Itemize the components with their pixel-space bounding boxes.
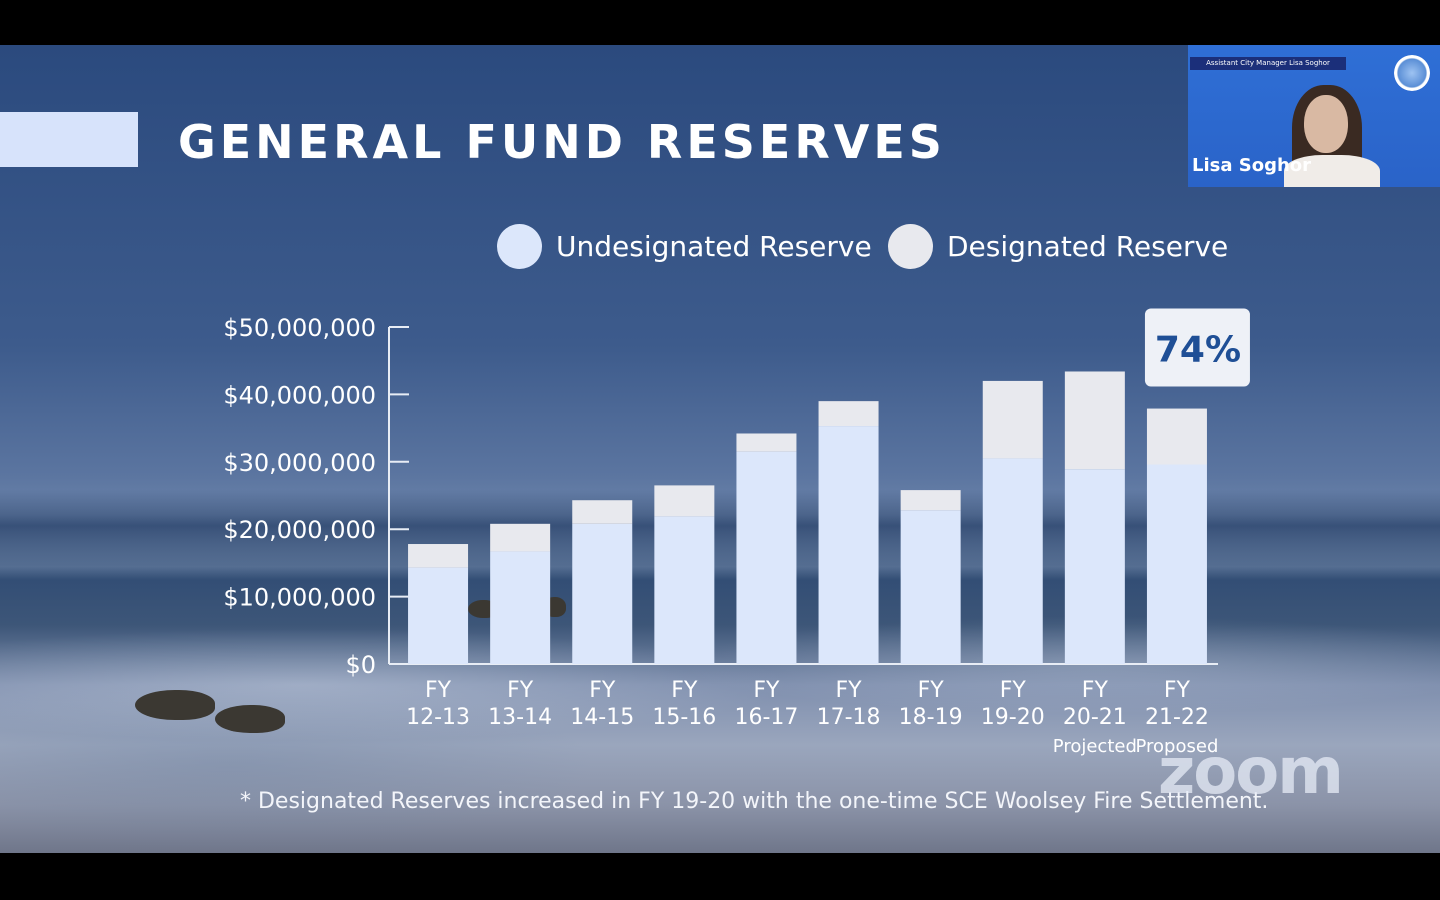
- footnote: * Designated Reserves increased in FY 19…: [240, 789, 1269, 814]
- bar-designated: [654, 485, 715, 517]
- x-tick-label: FY: [507, 678, 534, 703]
- x-tick-label: FY: [1000, 678, 1027, 703]
- x-tick-label: 16-17: [734, 705, 798, 730]
- speaker-video-tile[interactable]: Assistant City Manager Lisa Soghor Lisa …: [1188, 45, 1440, 187]
- x-tick-label: FY: [753, 678, 780, 703]
- speaker-body: [1284, 155, 1380, 187]
- x-tick-label: 18-19: [899, 705, 963, 730]
- y-tick-label: $40,000,000: [223, 381, 376, 409]
- x-tick-label: FY: [1082, 678, 1109, 703]
- x-tick-label: 19-20: [981, 705, 1045, 730]
- x-tick-label: 21-22: [1145, 705, 1209, 730]
- legend-swatch-undesignated: [497, 224, 542, 269]
- speaker-name: Lisa Soghor: [1192, 155, 1312, 176]
- x-tick-label: FY: [425, 678, 452, 703]
- bar-designated: [408, 544, 469, 568]
- y-tick-label: $10,000,000: [223, 584, 376, 612]
- x-category-note: Proposed: [1136, 736, 1219, 757]
- bar-undesignated: [1146, 464, 1207, 664]
- y-tick-label: $20,000,000: [223, 516, 376, 544]
- rock: [135, 690, 215, 720]
- city-seal-icon: [1394, 55, 1430, 91]
- legend-label-designated: Designated Reserve: [947, 230, 1229, 263]
- bar-designated: [490, 523, 551, 552]
- title-accent-bar: [0, 112, 138, 167]
- bar-undesignated: [736, 451, 797, 664]
- bar-undesignated: [982, 458, 1043, 664]
- x-tick-label: 20-21: [1063, 705, 1127, 730]
- rock: [215, 705, 285, 733]
- x-tick-label: 17-18: [817, 705, 881, 730]
- bar-designated: [818, 401, 879, 427]
- x-tick-label: FY: [589, 678, 616, 703]
- bar-undesignated: [818, 426, 879, 664]
- zoom-watermark: zoom: [1158, 735, 1344, 809]
- y-tick-label: $30,000,000: [223, 449, 376, 477]
- bar-designated: [1064, 371, 1125, 470]
- x-tick-label: FY: [671, 678, 698, 703]
- legend-swatch-designated: [888, 224, 933, 269]
- bar-designated: [982, 380, 1043, 459]
- x-category-note: Projected: [1053, 736, 1137, 757]
- stacked-bar-chart: $0 $10,000,000 $20,000,000 $30,000,000 $40,0…: [223, 308, 1250, 757]
- speaker-title-banner: Assistant City Manager Lisa Soghor: [1190, 57, 1346, 70]
- bar-designated: [900, 490, 961, 511]
- bar-undesignated: [490, 551, 551, 664]
- bar-undesignated: [1064, 469, 1125, 664]
- x-tick-label: 15-16: [652, 705, 716, 730]
- x-tick-label: 13-14: [488, 705, 552, 730]
- bar-undesignated: [900, 510, 961, 664]
- y-tick-label: $50,000,000: [223, 314, 376, 342]
- speaker-face: [1304, 95, 1348, 153]
- legend-designated: Designated Reserve: [888, 224, 1228, 269]
- y-tick-label: $0: [345, 651, 376, 679]
- bar-designated: [736, 433, 797, 452]
- x-tick-label: FY: [836, 678, 863, 703]
- bar-undesignated: [408, 567, 469, 664]
- legend-label-undesignated: Undesignated Reserve: [556, 230, 872, 263]
- percent-badge-label: 74%: [1155, 330, 1241, 371]
- x-tick-label: 12-13: [406, 705, 470, 730]
- bar-designated: [572, 500, 633, 524]
- percent-badge: [1144, 308, 1250, 387]
- x-tick-label: FY: [1164, 678, 1191, 703]
- x-tick-label: 14-15: [570, 705, 634, 730]
- bar-designated: [1146, 408, 1207, 465]
- bar-undesignated: [572, 523, 633, 664]
- bar-undesignated: [654, 516, 715, 664]
- x-tick-label: FY: [918, 678, 945, 703]
- slide-title: GENERAL FUND RESERVES: [178, 115, 946, 169]
- legend-undesignated: Undesignated Reserve: [497, 224, 872, 269]
